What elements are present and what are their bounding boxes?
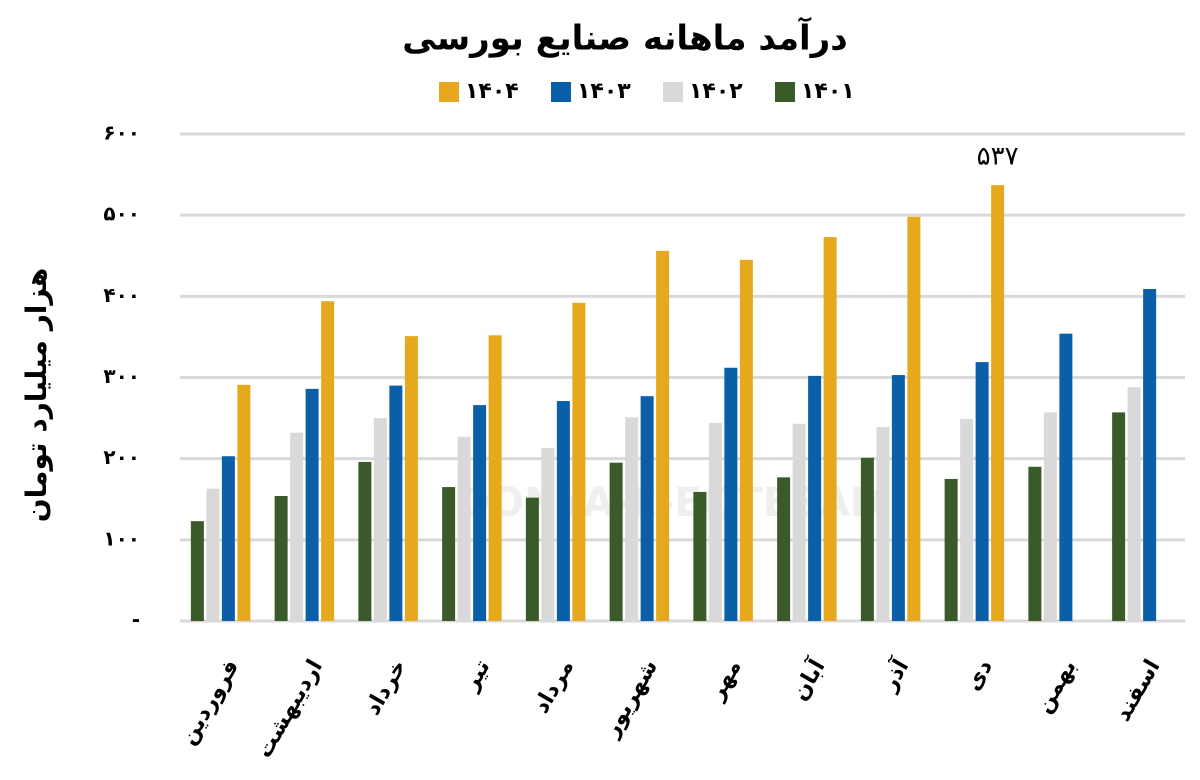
bar [693, 491, 707, 621]
y-tick-label: ۳۰۰ [103, 364, 140, 388]
legend-swatch [551, 82, 571, 102]
bar [724, 367, 738, 621]
bar [876, 427, 890, 621]
x-tick-label: بهمن [1031, 656, 1081, 718]
bar [907, 216, 921, 622]
bar [960, 418, 974, 621]
x-tick-label: شهریور [599, 656, 663, 743]
bar [321, 301, 335, 621]
bar [389, 385, 403, 621]
legend-label: ۱۴۰۳ [577, 79, 631, 104]
y-tick-label: ۶۰۰ [103, 121, 140, 145]
bar [488, 335, 502, 621]
x-tick-label: تیر [458, 656, 496, 696]
x-tick-label: مهر [704, 656, 747, 706]
x-tick-label: اسفند [1111, 656, 1166, 726]
bar [572, 302, 586, 621]
bar [206, 488, 220, 621]
bar [792, 423, 806, 621]
bar [1127, 387, 1141, 621]
x-tick-label: دی [961, 656, 998, 696]
x-tick-label: آذر [874, 654, 915, 697]
x-tick-label: فروردین [176, 656, 245, 750]
bar [1112, 412, 1126, 621]
bar [274, 496, 288, 621]
bar [237, 384, 251, 621]
y-tick-label: ۵۰۰ [103, 202, 140, 226]
bar [777, 477, 791, 621]
legend-label: ۱۴۰۴ [465, 79, 519, 104]
x-tick-label: آبان [785, 654, 831, 705]
bar [1028, 466, 1042, 621]
bar [975, 362, 989, 621]
bar [808, 375, 822, 621]
bar [656, 250, 670, 621]
bar [823, 237, 837, 621]
bar [891, 375, 905, 621]
data-label: ۵۳۷ [977, 142, 1019, 172]
bar [944, 478, 958, 621]
y-axis-title: هزار میلیارد تومان [20, 268, 53, 523]
y-tick-label: - [132, 608, 140, 632]
bar [305, 388, 319, 621]
bar [404, 336, 418, 621]
bar [991, 185, 1005, 621]
legend-swatch [439, 82, 459, 102]
legend-swatch [663, 82, 683, 102]
legend-label: ۱۴۰۲ [689, 79, 743, 104]
bar [860, 457, 874, 621]
y-tick-label: ۱۰۰ [103, 526, 140, 550]
bar [442, 487, 456, 621]
bar [708, 422, 722, 621]
bar [358, 461, 372, 621]
bar [541, 448, 555, 621]
bar [556, 401, 570, 621]
bar [190, 521, 204, 621]
chart-title: درآمد ماهانه صنایع بورسی [402, 17, 847, 59]
legend-swatch [775, 82, 795, 102]
bar [739, 259, 753, 621]
bar [525, 497, 539, 621]
bar [609, 462, 623, 621]
x-tick-label: مرداد [529, 656, 579, 718]
bar [457, 436, 471, 621]
bar [640, 396, 654, 621]
bar [1059, 333, 1073, 621]
bar [473, 405, 487, 621]
y-tick-label: ۲۰۰ [103, 445, 140, 469]
bar [290, 432, 304, 621]
y-tick-label: ۴۰۰ [103, 283, 140, 307]
bar [625, 417, 639, 621]
bar [373, 418, 387, 621]
bar [1143, 289, 1157, 621]
legend-label: ۱۴۰۱ [801, 79, 855, 104]
x-tick-label: اردیبهشت [252, 656, 328, 763]
bar [1043, 412, 1057, 621]
bar [221, 456, 235, 621]
x-tick-label: خرداد [360, 656, 411, 720]
